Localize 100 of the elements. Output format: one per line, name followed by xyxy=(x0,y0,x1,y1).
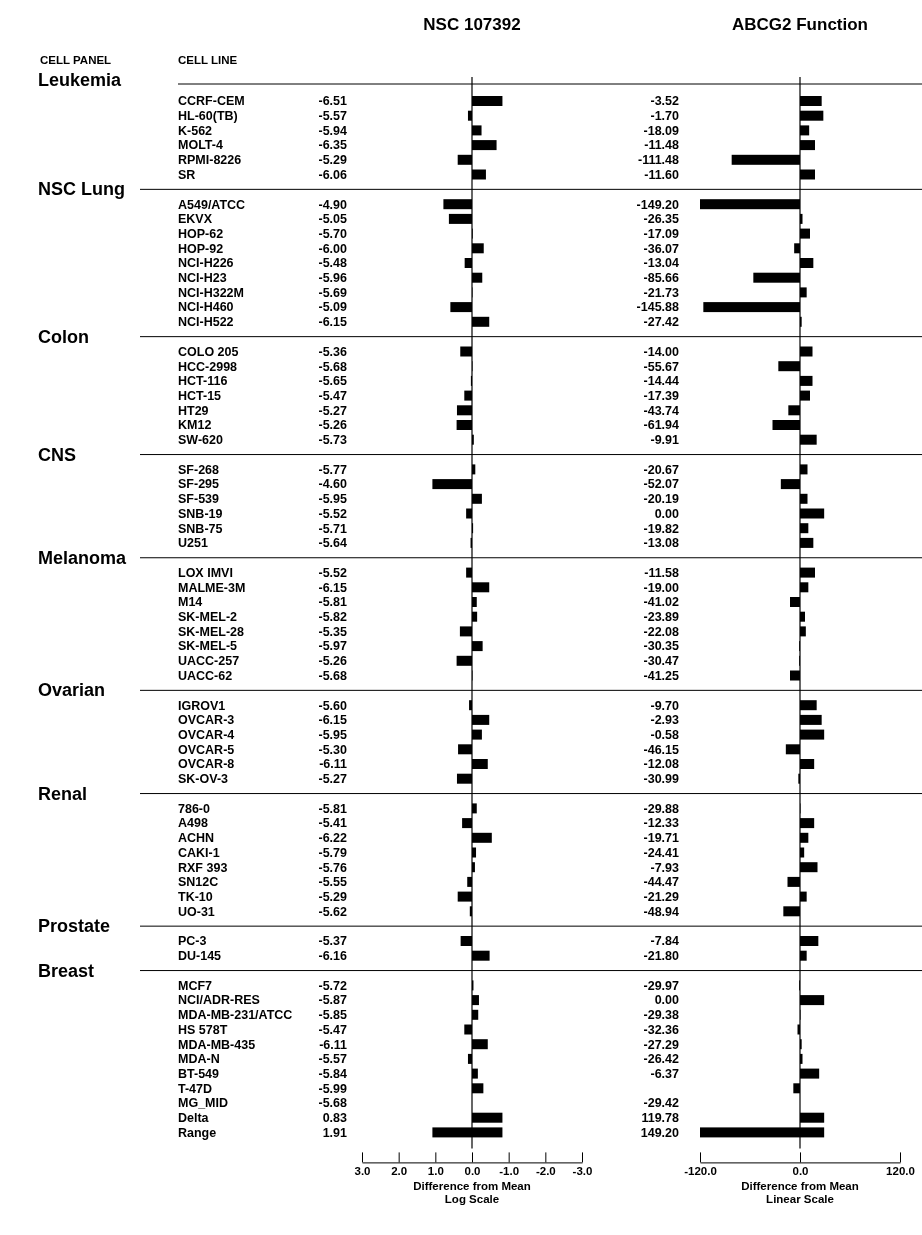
y-tick-label: -19.00 xyxy=(643,580,680,595)
y-tick-label: T-47D xyxy=(178,1081,213,1096)
y-tick-label: HT29 xyxy=(178,403,209,418)
y-tick-label: -13.08 xyxy=(643,536,680,551)
y-tick-label: NCI-H522 xyxy=(178,315,234,330)
y2-tick-label: -5.47 xyxy=(318,1022,348,1037)
y-tick-label: -19.71 xyxy=(643,831,680,846)
y2-tick-label: -6.15 xyxy=(318,580,348,595)
x-tick-label: 0.0 xyxy=(792,1164,809,1177)
y-tick-label: OVCAR-8 xyxy=(178,757,235,772)
y-tick-label: OVCAR-3 xyxy=(178,713,235,728)
y-tick-label: HS 578T xyxy=(178,1022,228,1037)
y-tick-label: -29.42 xyxy=(643,1096,680,1111)
y2-tick-label: -5.72 xyxy=(318,978,348,993)
y2-tick-label: -6.06 xyxy=(318,167,348,182)
y2-tick-label: -5.94 xyxy=(318,123,348,138)
y2-tick-label: -5.60 xyxy=(318,698,348,713)
y2-tick-label: -5.70 xyxy=(318,226,348,241)
x-tick-label: 1.0 xyxy=(427,1164,444,1177)
y-tick-label: -23.89 xyxy=(643,610,680,625)
y-tick-label: -7.93 xyxy=(650,860,680,875)
y-tick-label: K-562 xyxy=(178,123,213,138)
y-tick-label: MOLT-4 xyxy=(178,138,223,153)
y-tick-label: -9.70 xyxy=(650,698,680,713)
y-tick-label: -18.09 xyxy=(643,123,680,138)
y-tick-label: -17.09 xyxy=(643,226,680,241)
y-tick-label: -13.04 xyxy=(643,256,680,271)
y2-tick-label: -5.68 xyxy=(318,668,348,683)
y-tick-label: -32.36 xyxy=(643,1022,680,1037)
y-tick-label: 786-0 xyxy=(178,801,211,816)
x-axis-title: Difference from Mean Linear Scale xyxy=(741,1180,859,1206)
text: CNS xyxy=(38,444,77,465)
y2-tick-label: -5.52 xyxy=(318,506,348,521)
y-tick-label: ACHN xyxy=(178,831,215,846)
chart-title: ABCG2 Function xyxy=(732,15,868,34)
y-tick-label: 119.78 xyxy=(641,1111,680,1126)
y-tick-label: SK-MEL-2 xyxy=(178,610,238,625)
y2-tick-label: -5.26 xyxy=(318,418,348,433)
y-tick-label: NCI-H322M xyxy=(178,285,244,300)
y2-tick-label: -5.55 xyxy=(318,875,348,890)
y2-tick-label: -5.09 xyxy=(318,300,348,315)
y-tick-label: NCI-H226 xyxy=(178,256,234,271)
y-tick-label: RXF 393 xyxy=(178,860,228,875)
y2-tick-label: -5.30 xyxy=(318,742,348,757)
y2-tick-label: -5.79 xyxy=(318,845,348,860)
y-tick-label: -55.67 xyxy=(643,359,680,374)
x-tick-label: 3.0 xyxy=(354,1164,371,1177)
y2-tick-label: -5.62 xyxy=(318,904,348,919)
y2-tick-label: -5.76 xyxy=(318,860,348,875)
y-tick-label: -29.38 xyxy=(643,1008,680,1023)
y-tick-label: RPMI-8226 xyxy=(178,153,242,168)
y2-tick-label: -5.35 xyxy=(318,624,348,639)
y-tick-label: OVCAR-5 xyxy=(178,742,235,757)
y-tick-label: -1.70 xyxy=(650,109,680,124)
x-axis-title: Difference from Mean Log Scale xyxy=(413,1180,531,1206)
text: Prostate xyxy=(38,916,111,937)
y2-tick-label: -5.64 xyxy=(318,536,348,551)
y-tick-label: -17.39 xyxy=(643,388,680,403)
y-tick-label: NCI/ADR-RES xyxy=(178,993,260,1008)
y-tick-label: -3.52 xyxy=(650,94,680,109)
text: Ovarian xyxy=(38,680,106,701)
y-tick-label: -30.47 xyxy=(643,654,680,669)
y-tick-label: -11.48 xyxy=(644,138,680,153)
y-tick-label: -0.58 xyxy=(650,727,680,742)
y2-tick-label: -5.68 xyxy=(318,1096,348,1111)
y-tick-label: -41.02 xyxy=(643,595,680,610)
y-tick-label: -145.88 xyxy=(636,300,680,315)
y2-tick-label: -5.27 xyxy=(318,772,348,787)
y-tick-label: A498 xyxy=(178,816,208,831)
y-tick-label: -11.60 xyxy=(644,167,680,182)
y2-tick-label: -5.96 xyxy=(318,271,348,286)
y-tick-label: OVCAR-4 xyxy=(178,727,235,742)
y-tick-label: -19.82 xyxy=(643,521,680,536)
y2-tick-label: -5.81 xyxy=(318,801,348,816)
y2-tick-label: -4.60 xyxy=(318,477,348,492)
y2-tick-label: -5.27 xyxy=(318,403,348,418)
y-tick-label: -29.97 xyxy=(643,978,680,993)
y-tick-label: NCI-H23 xyxy=(178,271,227,286)
y2-tick-label: -6.11 xyxy=(319,1037,348,1052)
text: Renal xyxy=(38,783,88,804)
y-tick-label: -85.66 xyxy=(643,271,680,286)
y-tick-label: Delta xyxy=(178,1111,210,1126)
y-tick-label: SF-539 xyxy=(178,492,220,507)
text: Leukemia xyxy=(38,70,123,90)
x-tick-label: 2.0 xyxy=(391,1164,408,1177)
y-tick-label: -36.07 xyxy=(643,241,680,256)
x-tick-label: 0.0 xyxy=(464,1164,481,1177)
y-tick-label: SK-OV-3 xyxy=(178,772,229,787)
y-tick-label: UACC-62 xyxy=(178,668,233,683)
y-tick-label: -48.94 xyxy=(643,904,680,919)
text: CELL LINE xyxy=(178,54,238,66)
y2-tick-label: -5.52 xyxy=(318,565,348,580)
y2-tick-label: -5.48 xyxy=(318,256,348,271)
y-tick-label: -46.15 xyxy=(643,742,680,757)
y2-tick-label: -5.57 xyxy=(318,109,348,124)
y-tick-label: -41.25 xyxy=(643,668,680,683)
text: Colon xyxy=(38,326,89,347)
y2-tick-label: -5.73 xyxy=(318,433,348,448)
y2-tick-label: 1.91 xyxy=(322,1125,348,1140)
y-tick-label: NCI-H460 xyxy=(178,300,234,315)
